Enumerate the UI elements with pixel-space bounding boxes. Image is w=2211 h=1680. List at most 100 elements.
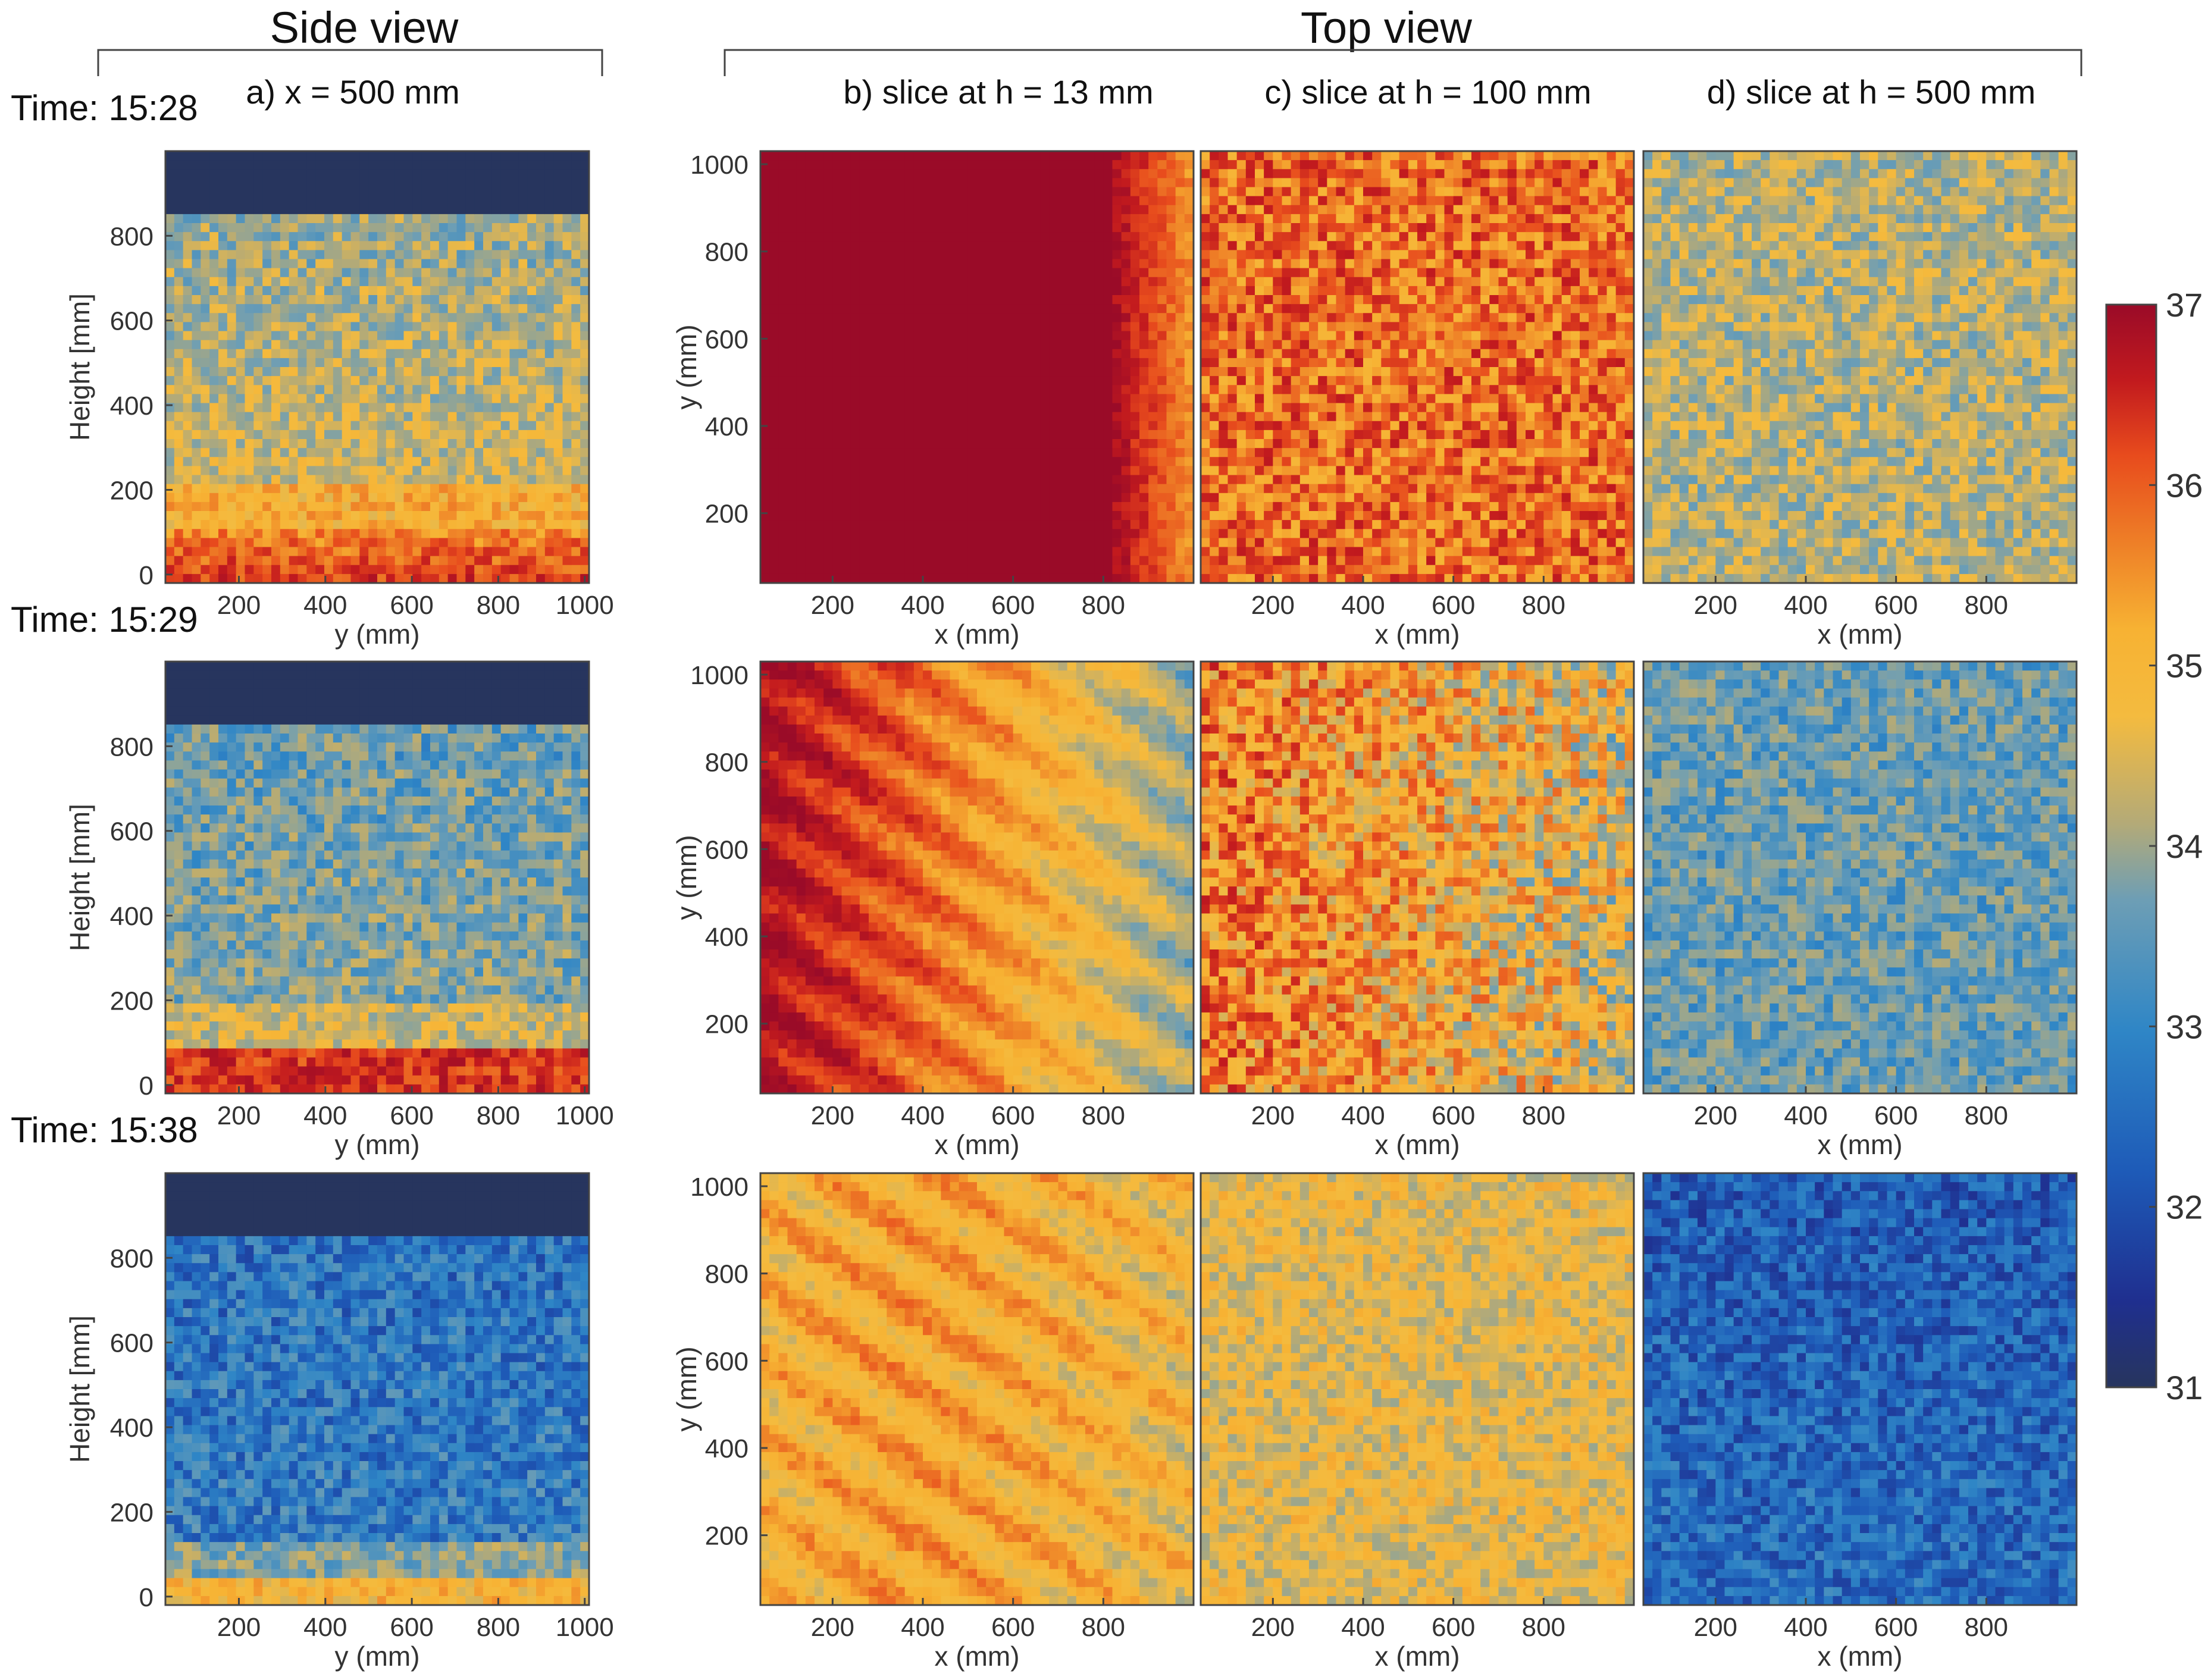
heatmap-cell [1166, 268, 1176, 278]
heatmap-cell [359, 412, 369, 422]
heatmap-cell [805, 573, 815, 584]
heatmap-cell [1076, 412, 1086, 422]
heatmap-cell [787, 376, 797, 385]
heatmap-cell [280, 295, 290, 305]
heatmap-cell [350, 304, 360, 314]
heatmap-cell [377, 430, 387, 440]
heatmap-cell [1157, 205, 1167, 215]
heatmap-cell [841, 223, 851, 233]
heatmap-cell [995, 547, 1005, 557]
heatmap-cell [297, 556, 307, 566]
heatmap-cell [430, 439, 440, 449]
heatmap-cell [977, 241, 987, 250]
heatmap-cell [1184, 448, 1194, 457]
heatmap-cell [913, 169, 923, 178]
heatmap-cell [333, 349, 343, 359]
heatmap-cell [895, 394, 906, 404]
panel-d-title: d) slice at h = 500 mm [1707, 73, 2035, 111]
heatmap-cell [253, 556, 263, 566]
heatmap-cell [1031, 313, 1041, 322]
heatmap-cell [1201, 358, 1210, 368]
heatmap-cell [815, 358, 824, 368]
heatmap-cell [500, 439, 511, 449]
heatmap-cell [421, 439, 431, 449]
heatmap-cell [509, 403, 519, 413]
heatmap-cell [869, 565, 878, 575]
heatmap-cell [859, 250, 869, 260]
heatmap-cell [895, 151, 906, 161]
heatmap-cell [815, 448, 824, 457]
heatmap-cell [1255, 151, 1264, 161]
heatmap-cell [342, 277, 352, 287]
heatmap-cell [474, 439, 484, 449]
heatmap-cell [1094, 295, 1104, 305]
heatmap-cell [580, 259, 590, 269]
heatmap-cell [430, 484, 440, 494]
x-tick-label: 600 [991, 591, 1035, 620]
heatmap-cell [474, 376, 484, 385]
heatmap-cell [1184, 178, 1194, 188]
heatmap-cell [227, 304, 237, 314]
heatmap-cell [1121, 421, 1131, 431]
heatmap-cell [324, 439, 334, 449]
heatmap-cell [209, 421, 219, 431]
heatmap-cell [527, 457, 537, 466]
heatmap-cell [553, 187, 563, 197]
heatmap-cell [850, 169, 860, 178]
heatmap-cell [1210, 214, 1219, 224]
heatmap-cell [536, 412, 546, 422]
heatmap-cell [841, 214, 851, 224]
heatmap-cell [1210, 556, 1219, 566]
heatmap-cell [941, 385, 951, 394]
heatmap-cell [1121, 349, 1131, 359]
heatmap-cell [333, 556, 343, 566]
heatmap-cell [527, 322, 537, 332]
heatmap-cell [1040, 205, 1050, 215]
heatmap-cell [1201, 457, 1210, 466]
heatmap-cell [1022, 205, 1032, 215]
heatmap-cell [760, 573, 770, 584]
heatmap-cell [412, 457, 422, 466]
heatmap-cell [527, 439, 537, 449]
heatmap-cell [760, 394, 770, 404]
heatmap-cell [297, 484, 307, 494]
heatmap-cell [887, 304, 897, 314]
heatmap-cell [1236, 340, 1247, 350]
heatmap-cell [805, 160, 815, 170]
heatmap-cell [236, 304, 246, 314]
heatmap-cell [887, 376, 897, 385]
heatmap-cell [1130, 385, 1140, 394]
heatmap-cell [841, 169, 851, 178]
heatmap-cell [1103, 250, 1113, 260]
heatmap-cell [271, 502, 281, 512]
heatmap-cell [841, 331, 851, 341]
heatmap-cell [859, 259, 869, 269]
heatmap-cell [977, 475, 987, 485]
heatmap-cell [887, 385, 897, 394]
heatmap-cell [1013, 268, 1023, 278]
heatmap-cell [201, 573, 210, 584]
heatmap-cell [421, 573, 431, 584]
heatmap-cell [967, 205, 978, 215]
heatmap-cell [1201, 232, 1210, 242]
heatmap-cell [271, 403, 281, 413]
heatmap-cell [430, 169, 440, 178]
heatmap-cell [1148, 313, 1158, 322]
heatmap-cell [932, 295, 941, 305]
heatmap-cell [165, 376, 175, 385]
heatmap-cell [333, 259, 343, 269]
heatmap-cell [527, 412, 537, 422]
heatmap-cell [995, 250, 1005, 260]
heatmap-cell [403, 178, 413, 188]
heatmap-cell [1255, 277, 1264, 287]
heatmap-cell [941, 151, 951, 161]
heatmap-cell [403, 448, 413, 457]
heatmap-cell [823, 259, 833, 269]
heatmap-cell [1004, 340, 1014, 350]
heatmap-cell [995, 403, 1005, 413]
heatmap-cell [760, 403, 770, 413]
heatmap-cell [227, 520, 237, 529]
heatmap-cell [192, 439, 201, 449]
heatmap-cell [386, 232, 396, 242]
heatmap-cell [895, 331, 906, 341]
